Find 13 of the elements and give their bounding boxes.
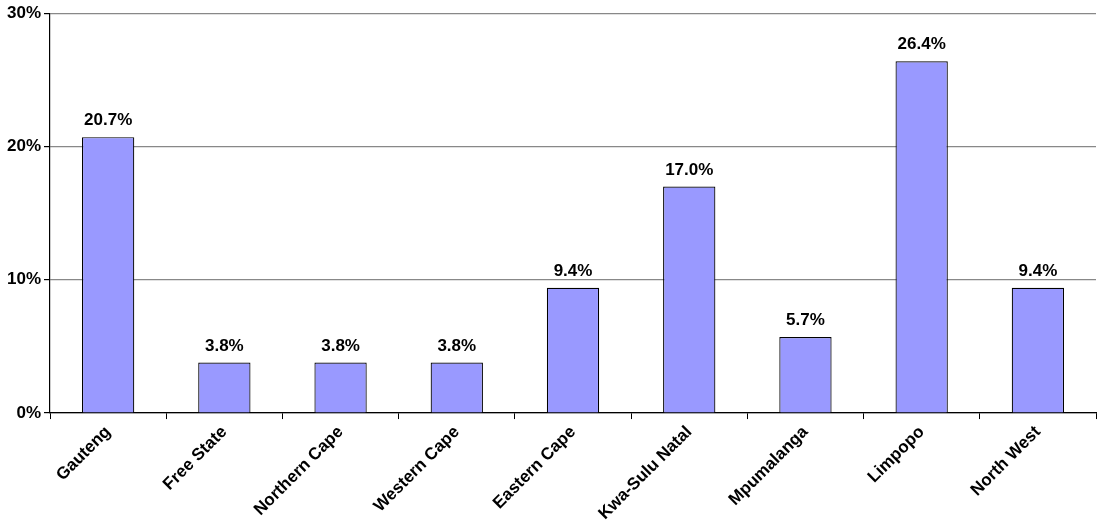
data-label: 26.4%: [897, 34, 946, 54]
data-label: 5.7%: [786, 310, 825, 330]
data-label: 3.8%: [321, 335, 360, 355]
y-tick-label: 10%: [6, 269, 42, 289]
y-tick-label: 30%: [6, 2, 42, 22]
data-label: 3.8%: [204, 335, 244, 355]
data-label: 3.8%: [437, 335, 477, 355]
data-label: 9.4%: [1018, 260, 1058, 280]
y-tick-label: 0%: [16, 402, 42, 422]
data-label: 17.0%: [665, 159, 714, 179]
y-tick-label: 20%: [6, 136, 42, 156]
data-label: 9.4%: [553, 260, 593, 280]
data-label: 20.7%: [84, 110, 133, 130]
